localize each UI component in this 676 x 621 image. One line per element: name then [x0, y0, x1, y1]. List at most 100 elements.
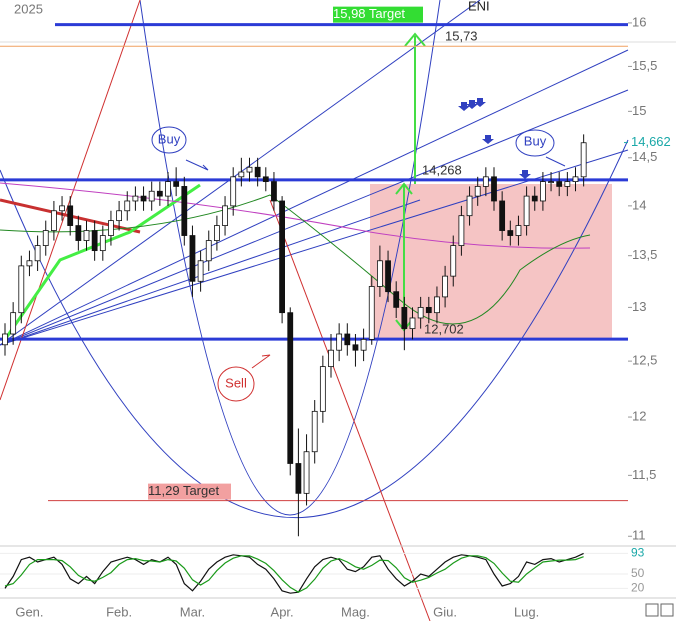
y-tick-label: 11 [632, 528, 646, 543]
x-tick-label: Gen. [15, 604, 43, 619]
candle-body [319, 366, 326, 412]
level-label: 15,73 [445, 29, 478, 44]
candle-body [2, 333, 8, 346]
candle-body [132, 195, 139, 202]
osc-line [4, 555, 584, 593]
osc-tick-label: 20 [631, 581, 645, 595]
zoom-button[interactable] [660, 603, 674, 617]
annotation-bubble [217, 366, 255, 402]
candle-body [328, 349, 334, 368]
y-tick-label: 12,5 [632, 353, 657, 368]
candle-body [515, 225, 522, 236]
zoom-button[interactable] [645, 603, 659, 617]
candle-body [148, 190, 155, 202]
osc-tick-label: 93 [631, 546, 645, 560]
candle-body [124, 200, 131, 212]
candle-body [474, 186, 481, 197]
y-tick-label: 11,5 [632, 467, 656, 482]
candle-body [26, 260, 33, 267]
candle-body [336, 333, 343, 351]
candle-body [401, 306, 408, 330]
candle-body [409, 317, 416, 330]
trendline [0, 149, 629, 346]
candle-body [140, 195, 147, 202]
x-tick-label: Apr. [271, 604, 294, 619]
candle-body [116, 210, 122, 222]
candle-body [450, 245, 457, 277]
trendline [269, 199, 431, 621]
candle-body [271, 181, 277, 202]
candle-body [238, 171, 245, 178]
candle-body [205, 240, 212, 262]
candle-body [18, 265, 25, 314]
moving-average [0, 194, 591, 325]
annotation: Sell [225, 375, 247, 390]
candle-body [108, 220, 114, 236]
chart-title: ENI [468, 0, 490, 13]
candle-body [222, 205, 228, 226]
candle-body [262, 176, 269, 183]
candle-body [189, 235, 196, 282]
pointer [185, 156, 566, 171]
parabola [139, 0, 441, 516]
candle-body [156, 190, 163, 197]
x-tick-label: Mag. [341, 604, 370, 619]
candle-body [344, 333, 351, 346]
candle-body [165, 181, 171, 197]
pointer [251, 354, 271, 369]
zone [370, 184, 612, 338]
candle-body [213, 225, 220, 241]
annotation-bubble [151, 126, 187, 154]
candle-body [491, 176, 497, 202]
candle-body [173, 181, 180, 187]
candle-body [181, 186, 188, 236]
x-tick-label: Giu. [433, 604, 457, 619]
candle-body [67, 205, 74, 226]
osc-line [4, 552, 584, 594]
candle-body [230, 176, 237, 207]
trendline [0, 49, 629, 346]
candle-body [434, 296, 440, 314]
candle-body [466, 195, 473, 217]
candle-body [385, 260, 391, 293]
y-tick-label: 13 [632, 299, 646, 314]
candle-body [540, 181, 546, 202]
candle-body [523, 195, 530, 226]
candle-body [425, 306, 432, 314]
arrows [458, 98, 531, 179]
year-label: 2025 [14, 1, 43, 16]
candle-body [507, 230, 514, 236]
y-tick-label: 16 [632, 14, 646, 29]
moving-average [0, 182, 591, 249]
candle-body [311, 410, 318, 453]
candle-body [564, 181, 571, 187]
level-label: 11,29 Target [148, 483, 219, 498]
y-tick-label: 14,5 [632, 149, 657, 164]
candle-body [197, 260, 204, 282]
y-tick-label: 15 [632, 103, 646, 118]
candle-body [246, 166, 253, 173]
candle-body [352, 344, 359, 351]
candle-body [499, 200, 506, 231]
candle-body [295, 463, 302, 494]
label-box [148, 483, 231, 500]
candle-body [10, 312, 17, 335]
candle-body [417, 306, 424, 319]
label-box [333, 6, 423, 23]
candle-body [83, 230, 90, 241]
y-tick-label: 15,5 [632, 58, 657, 73]
candle-body [442, 275, 449, 298]
x-tick-label: Mar. [180, 604, 205, 619]
x-tick-label: Feb. [106, 604, 132, 619]
y-tick-label: 13,5 [632, 247, 657, 262]
plot: 11 11,5 12 12,5 13 13,5 14 14,5 15 15,5 16 15,98 Ta… [0, 6, 671, 619]
candle-body [42, 230, 49, 246]
candle-body [458, 215, 465, 246]
annotation: Buy [158, 131, 181, 146]
candle-body [34, 245, 41, 262]
candle-body [556, 181, 563, 187]
candle-body [254, 166, 261, 178]
osc-tick-label: 50 [631, 566, 645, 580]
